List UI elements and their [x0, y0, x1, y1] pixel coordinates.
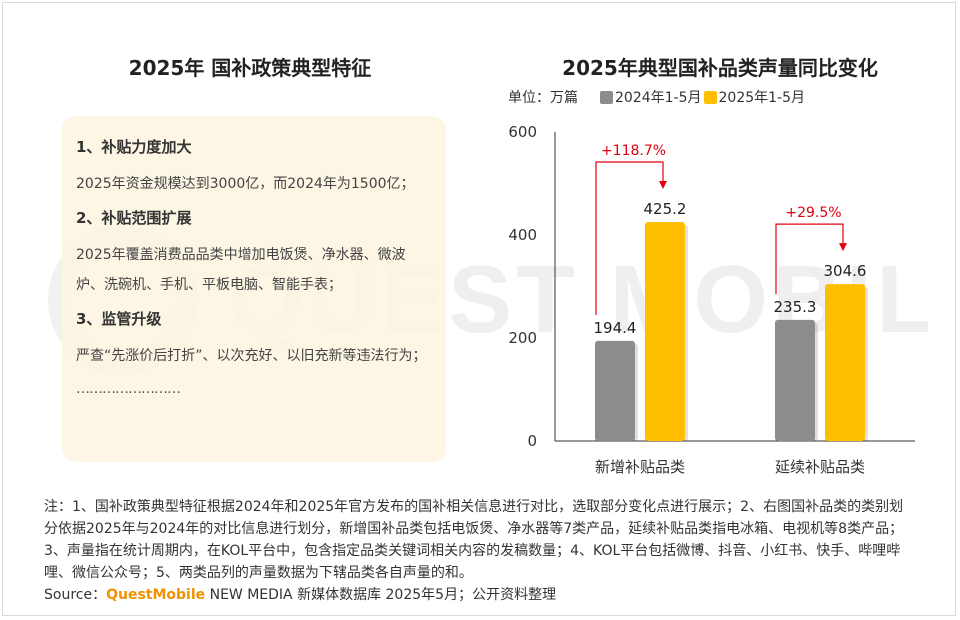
- change-arrow-1: [775, 223, 847, 294]
- y-tick-label-2: 400: [508, 226, 537, 244]
- bar-1-1: [825, 284, 865, 441]
- legend-swatch-2024: [600, 90, 613, 104]
- data-label-0-1: 235.3: [774, 298, 817, 316]
- source-line: Source：QuestMobile NEW MEDIA 新媒体数据库 2025…: [44, 584, 556, 604]
- y-tick-label-1: 200: [508, 329, 537, 347]
- legend-label-2025: 2025年1-5月: [718, 90, 806, 106]
- bar-0-1: [775, 319, 815, 441]
- section-heading-3: 3、监管升级: [76, 310, 162, 328]
- data-label-0-0: 194.4: [594, 319, 637, 337]
- y-tick-label-3: 600: [508, 123, 537, 141]
- chart-title: 2025年典型国补品类声量同比变化: [562, 56, 878, 80]
- change-arrow-0: [595, 161, 667, 315]
- legend-label-2024: 2024年1-5月: [615, 90, 702, 106]
- change-label-0: +118.7%: [601, 143, 666, 159]
- chart-legend: 单位：万篇 2024年1-5月 2025年1-5月: [508, 86, 807, 108]
- x-tick-label-0: 新增补贴品类: [595, 458, 685, 476]
- bar-1-0: [645, 222, 685, 441]
- legend-item-2025: 2025年1-5月: [703, 87, 806, 107]
- data-label-1-0: 425.2: [644, 200, 687, 218]
- section-heading-1: 1、补贴力度加大: [76, 138, 192, 156]
- x-tick-label-1: 延续补贴品类: [775, 458, 865, 476]
- section-body-2: 2025年覆盖消费品品类中增加电饭煲、净水器、微波炉、洗碗机、手机、平板电脑、智…: [76, 247, 406, 293]
- legend-item-2024: 2024年1-5月: [600, 87, 702, 107]
- ellipsis: ……………………: [76, 381, 181, 397]
- section-body-3: 严查“先涨价后打折”、以次充好、以旧充新等违法行为；: [76, 348, 427, 364]
- bar-chart: 0 200 400 600 新增补贴品类 194.4 425.2 +118.7% 延续补贴品类 2…: [508, 123, 915, 476]
- legend-swatch-2025: [703, 90, 717, 104]
- bar-0-0: [595, 340, 635, 441]
- source-suffix: NEW MEDIA 新媒体数据库 2025年5月；公开资料整理: [205, 587, 557, 603]
- left-panel-title: 2025年 国补政策典型特征: [128, 56, 372, 80]
- policy-features-panel: 1、补贴力度加大 2025年资金规模达到3000亿，而2024年为1500亿； …: [62, 116, 446, 462]
- y-tick-label-0: 0: [527, 432, 537, 450]
- source-prefix: Source：: [44, 587, 107, 603]
- source-brand: QuestMobile: [106, 587, 206, 603]
- data-label-1-1: 304.6: [824, 262, 867, 280]
- change-label-1: +29.5%: [785, 205, 841, 221]
- footnotes: 注：1、国补政策典型特征根据2024年和2025年官方发布的国补相关信息进行对比…: [44, 499, 904, 581]
- unit-label: 单位：万篇: [508, 90, 578, 106]
- section-heading-2: 2、补贴范围扩展: [76, 209, 192, 227]
- section-body-1: 2025年资金规模达到3000亿，而2024年为1500亿；: [76, 176, 415, 192]
